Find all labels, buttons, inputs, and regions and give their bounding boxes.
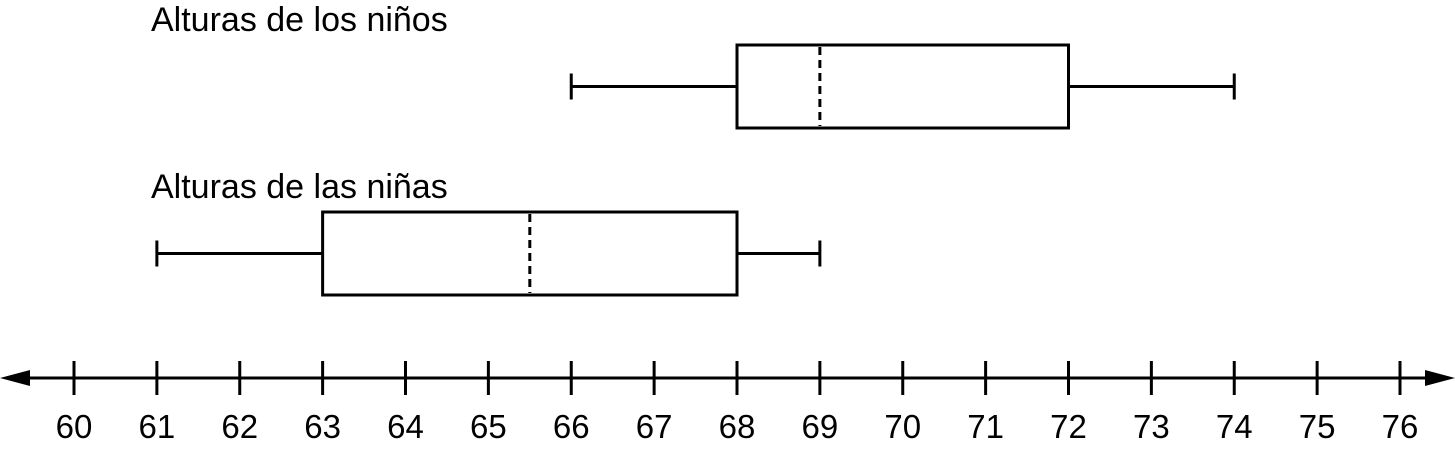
tick-label: 73 [1133, 408, 1170, 445]
tick-label: 70 [884, 408, 921, 445]
box-plot-2: Alturas de las niñas [151, 168, 822, 297]
tick-label: 76 [1382, 408, 1419, 445]
tick-label: 63 [304, 408, 341, 445]
tick-label: 68 [719, 408, 756, 445]
right-arrow-icon [1425, 370, 1455, 386]
tick-label: 62 [221, 408, 258, 445]
tick-label: 65 [470, 408, 507, 445]
tick-label: 67 [636, 408, 673, 445]
tick-label: 61 [139, 408, 176, 445]
box-plots: Alturas de los niños Alturas de las niñas [151, 1, 1236, 297]
number-line-axis: 60 61 62 63 64 65 66 67 68 69 70 71 72 73 74 75 76 [0, 361, 1455, 445]
left-arrow-icon [0, 370, 30, 386]
tick-label: 74 [1216, 408, 1253, 445]
tick-label: 72 [1050, 408, 1087, 445]
tick-label: 60 [56, 408, 93, 445]
box-plot-1: Alturas de los niños [151, 1, 1236, 130]
series-label: Alturas de los niños [151, 1, 448, 39]
tick-label: 69 [802, 408, 839, 445]
series-label: Alturas de las niñas [151, 168, 448, 206]
tick-label: 64 [387, 408, 424, 445]
tick-label: 71 [967, 408, 1004, 445]
tick-label: 75 [1299, 408, 1336, 445]
axis-ticks: 60 61 62 63 64 65 66 67 68 69 70 71 72 73 74 75 76 [56, 361, 1419, 445]
interquartile-box [735, 43, 1070, 130]
tick-label: 66 [553, 408, 590, 445]
